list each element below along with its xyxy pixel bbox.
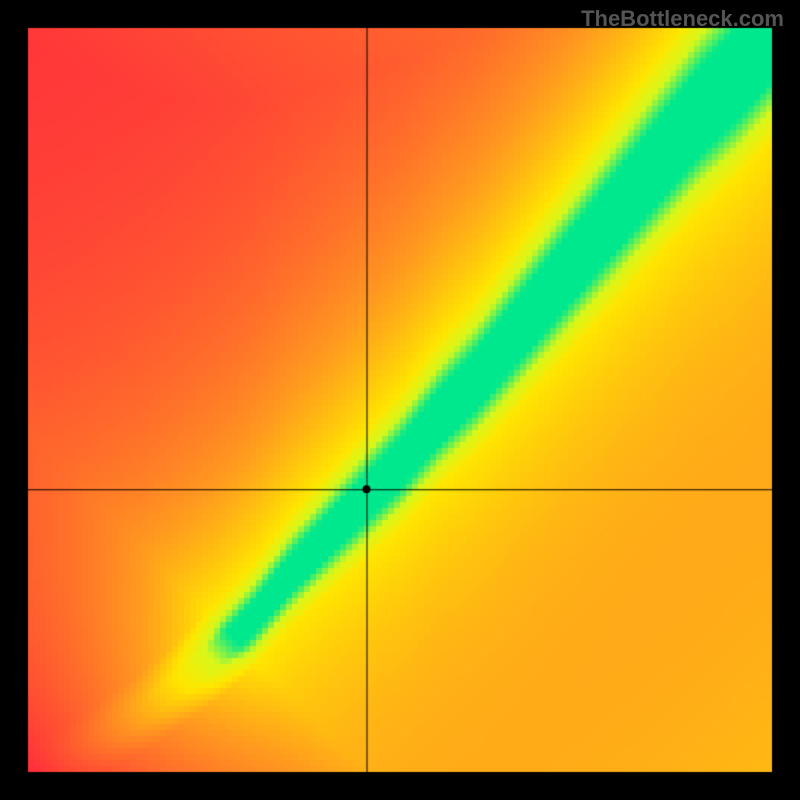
bottleneck-heatmap-chart	[0, 0, 800, 800]
watermark-text: TheBottleneck.com	[581, 6, 784, 32]
